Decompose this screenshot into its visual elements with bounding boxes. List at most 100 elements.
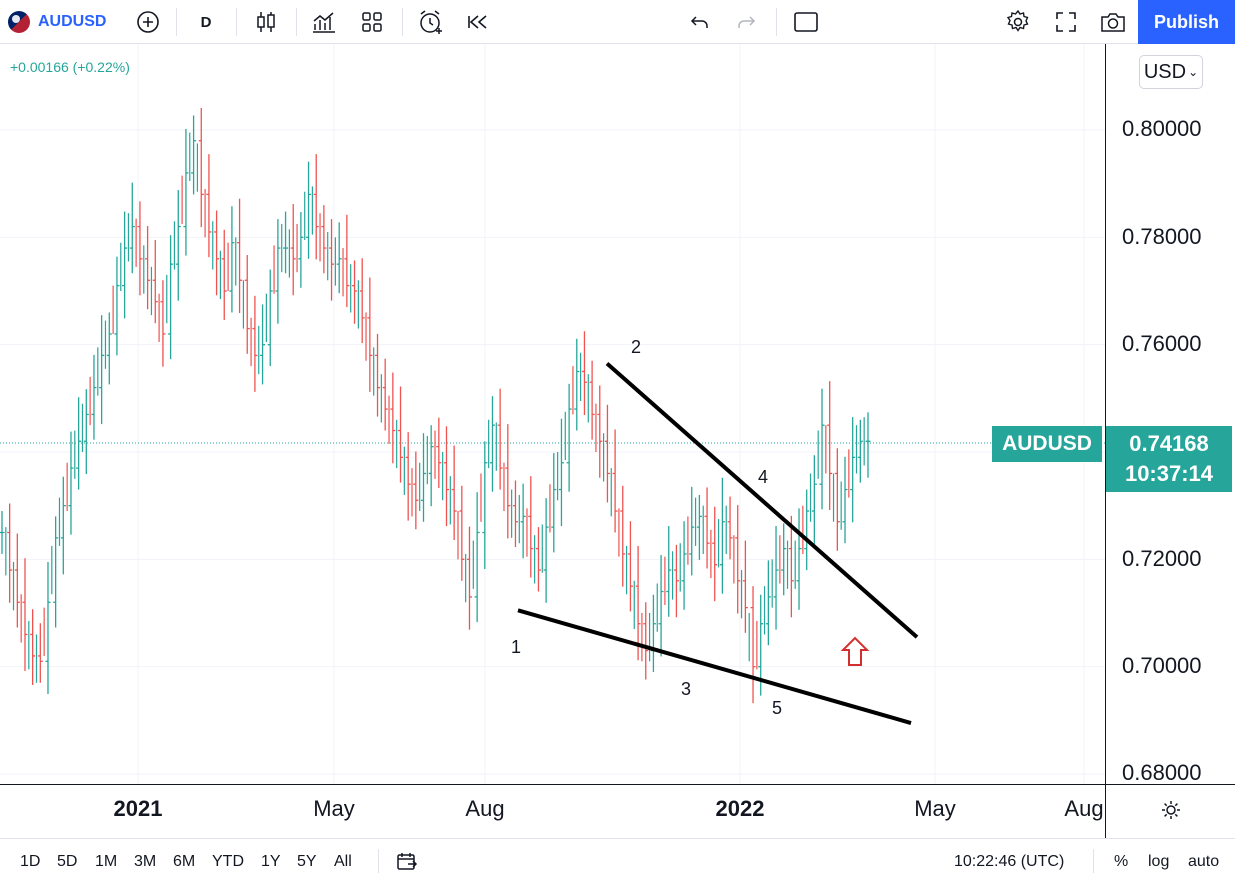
- chart-pane[interactable]: 1 2 3 4 5: [0, 44, 1105, 784]
- range-1y[interactable]: 1Y: [261, 853, 281, 870]
- price-label: 0.70000: [1122, 653, 1202, 678]
- range-6m[interactable]: 6M: [173, 853, 196, 870]
- price-bar: [214, 210, 220, 296]
- range-5d[interactable]: 5D: [57, 853, 78, 870]
- range-all[interactable]: All: [334, 853, 352, 870]
- currency-select[interactable]: USD ⌄: [1139, 55, 1203, 89]
- price-bar: [14, 533, 20, 628]
- price-bar: [198, 107, 204, 228]
- price-label: 0.78000: [1122, 224, 1202, 249]
- time-label: May: [313, 796, 355, 821]
- log-toggle[interactable]: log: [1148, 853, 1170, 870]
- time-axis[interactable]: 2021 May Aug 2022 May Aug: [0, 784, 1235, 838]
- price-bar: [137, 201, 143, 296]
- price-bar: [842, 456, 848, 544]
- last-price-value: 0.74168: [1129, 431, 1209, 456]
- price-bar: [30, 609, 36, 685]
- price-bar: [666, 526, 672, 617]
- price-bar: [183, 128, 189, 256]
- price-bar: [175, 190, 181, 301]
- price-bar: [857, 419, 863, 483]
- price-bar: [673, 544, 679, 618]
- trendlines: [517, 361, 919, 725]
- undo-icon[interactable]: [686, 0, 714, 44]
- price-bar: [206, 154, 212, 258]
- price-axis[interactable]: 0.80000 0.78000 0.76000 0.72000 0.70000 …: [1105, 44, 1235, 785]
- rectangle-icon[interactable]: [792, 0, 820, 44]
- price-bar: [306, 161, 312, 259]
- axis-settings-icon[interactable]: [1160, 799, 1182, 826]
- currency-value: USD: [1143, 60, 1187, 83]
- price-bar: [819, 388, 825, 510]
- price-bar: [267, 269, 273, 367]
- price-bar: [459, 485, 465, 581]
- redo-icon[interactable]: [732, 0, 760, 44]
- price-bar: [681, 521, 687, 610]
- range-3m[interactable]: 3M: [134, 853, 157, 870]
- range-1d[interactable]: 1D: [20, 853, 41, 870]
- range-1m[interactable]: 1M: [95, 853, 118, 870]
- price-change: +0.00166 (+0.22%): [10, 59, 130, 75]
- breakout-arrow-icon: [840, 636, 870, 666]
- trendline-upper: [605, 361, 919, 639]
- alert-icon[interactable]: [416, 0, 446, 44]
- price-bar: [781, 523, 787, 596]
- price-bar: [229, 206, 235, 313]
- price-bar: [152, 240, 158, 324]
- price-bar: [650, 594, 656, 673]
- price-bar: [260, 304, 266, 385]
- wave-label-2: 2: [631, 337, 641, 357]
- price-bar: [252, 295, 258, 392]
- add-symbol-icon[interactable]: [134, 0, 162, 44]
- price-bar: [344, 214, 350, 308]
- price-bar: [367, 277, 373, 392]
- trendline-lower: [517, 608, 912, 725]
- price-bar: [191, 115, 197, 195]
- price-bar: [566, 383, 572, 492]
- price-bar: [22, 558, 28, 671]
- candles-icon[interactable]: [252, 0, 280, 44]
- price-bar: [83, 389, 89, 475]
- camera-icon[interactable]: [1098, 0, 1128, 44]
- range-5y[interactable]: 5Y: [297, 853, 317, 870]
- date-range-icon[interactable]: [396, 851, 418, 876]
- price-bar: [773, 526, 779, 630]
- price-bar: [145, 226, 151, 310]
- price-bar: [750, 586, 756, 704]
- utc-clock[interactable]: 10:22:46 (UTC): [954, 853, 1065, 870]
- price-label: 0.76000: [1122, 331, 1202, 356]
- settings-icon[interactable]: [1004, 0, 1032, 44]
- price-bar: [436, 417, 442, 488]
- price-chart[interactable]: 1 2 3 4 5: [0, 44, 1105, 784]
- price-bar: [558, 418, 564, 527]
- price-bar: [68, 431, 74, 535]
- percent-toggle[interactable]: %: [1114, 853, 1129, 870]
- price-bar: [581, 331, 587, 415]
- publish-button[interactable]: Publish: [1138, 0, 1235, 44]
- fullscreen-icon[interactable]: [1052, 0, 1080, 44]
- auto-toggle[interactable]: auto: [1188, 853, 1220, 870]
- price-bar: [244, 255, 250, 354]
- price-bar: [696, 494, 702, 560]
- price-bar: [76, 397, 82, 490]
- price-bar: [497, 388, 503, 490]
- price-bar: [589, 360, 595, 440]
- price-bar: [712, 506, 718, 602]
- price-bar: [336, 222, 342, 294]
- range-ytd[interactable]: YTD: [212, 853, 244, 870]
- price-bar: [275, 219, 281, 324]
- indicators-icon[interactable]: [310, 0, 338, 44]
- price-bar: [99, 315, 105, 425]
- price-bar: [788, 515, 794, 618]
- price-bar: [60, 476, 66, 575]
- symbol-search[interactable]: AUDUSD: [8, 0, 118, 44]
- replay-icon[interactable]: [464, 0, 492, 44]
- price-bar: [727, 496, 733, 560]
- price-bar: [658, 555, 664, 657]
- price-bar: [298, 212, 304, 288]
- price-bar: [466, 526, 472, 630]
- interval-button[interactable]: D: [200, 13, 212, 31]
- price-bar: [405, 432, 411, 521]
- price-bar: [53, 516, 59, 628]
- layout-icon[interactable]: [358, 0, 386, 44]
